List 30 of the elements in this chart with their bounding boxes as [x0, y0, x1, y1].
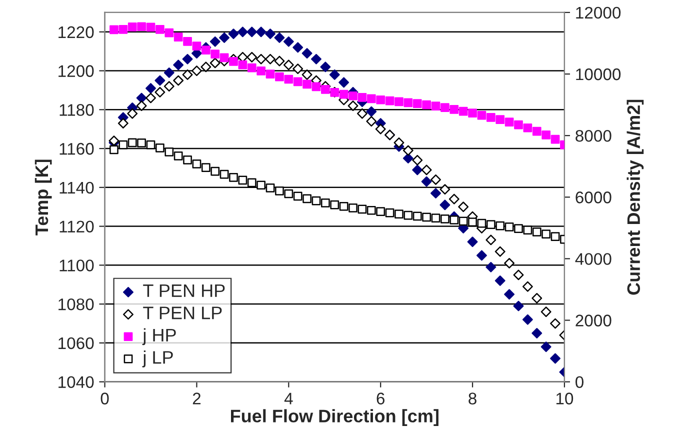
y-tick-label: 1080	[58, 298, 94, 310]
y2-tick-label: 2000	[576, 314, 612, 326]
y2-tick-label: 4000	[575, 253, 612, 265]
x-tick-label: 0	[100, 392, 109, 404]
x-tick-label: 8	[468, 392, 476, 404]
x-tick-label: 4	[284, 392, 293, 404]
y-tick-label: 1040	[58, 376, 94, 388]
y2-tick-label: 12000	[576, 6, 621, 19]
y2-axis-title: Current Density [A/m2]	[626, 100, 644, 295]
y-tick-label: 1140	[60, 182, 94, 194]
x-tick-label: 10	[556, 392, 574, 404]
y-tick-label: 1100	[60, 260, 94, 272]
legend-label: j LP	[142, 350, 173, 368]
y-tick-label: 1180	[60, 104, 94, 116]
y-tick-label: 1120	[60, 220, 94, 232]
x-tick-label: 6	[376, 392, 384, 404]
x-tick-label: 2	[192, 392, 201, 404]
y2-tick-label: 8000	[576, 130, 612, 142]
y-tick-label: 1200	[58, 65, 94, 77]
y-tick-label: 1060	[58, 337, 94, 350]
y2-tick-label: 10000	[576, 68, 621, 80]
y-tick-label: 1220	[58, 26, 94, 38]
y-axis-title: Temp [K]	[34, 160, 52, 236]
x-axis-title: Fuel Flow Direction [cm]	[231, 409, 438, 426]
legend-label: T PEN LP	[143, 306, 222, 320]
y2-tick-label: 6000	[576, 192, 612, 204]
legend-label: T PEN HP	[143, 284, 225, 297]
y-tick-label: 1160	[60, 142, 94, 155]
y2-tick-label: 0	[576, 376, 584, 388]
legend-label: j HP	[142, 328, 176, 346]
